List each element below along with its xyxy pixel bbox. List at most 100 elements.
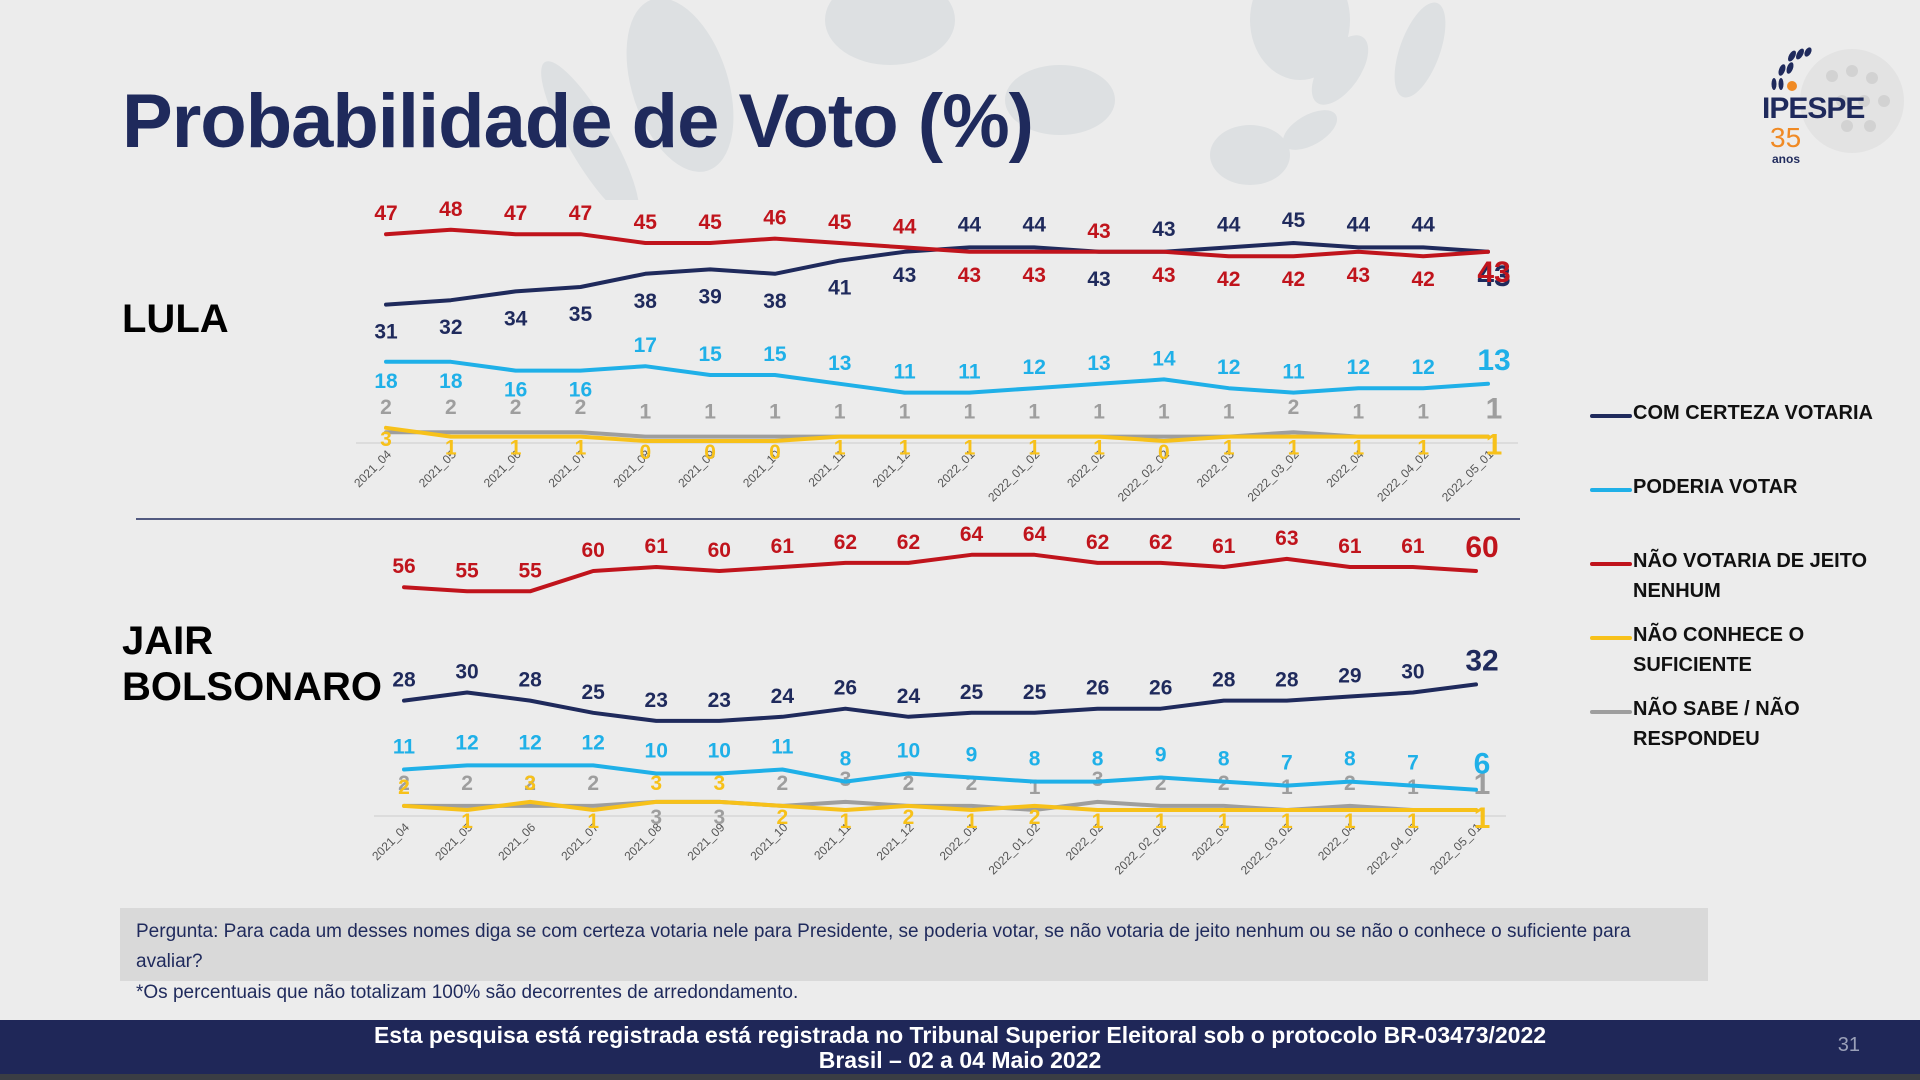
data-label-nao-votaria: 46 xyxy=(763,207,786,230)
data-label-nao-votaria: 44 xyxy=(893,215,917,238)
data-label-nao-votaria: 43 xyxy=(958,264,981,287)
data-label-com-certeza: 30 xyxy=(455,661,478,684)
data-label-nao-votaria: 61 xyxy=(771,535,795,558)
data-label-nao-conhece: 1 xyxy=(1093,437,1105,460)
data-label-com-certeza: 31 xyxy=(374,321,398,344)
data-label-nao-sabe: 2 xyxy=(966,772,978,795)
data-label-nao-sabe: 2 xyxy=(777,772,789,795)
chart-legend: COM CERTEZA VOTARIA PODERIA VOTAR NÃO VO… xyxy=(1590,398,1920,768)
data-label-nao-sabe: 1 xyxy=(769,401,781,424)
ipespe-logo-globe-icon xyxy=(1771,47,1904,153)
legend-swatch-com-certeza xyxy=(1590,414,1632,418)
series-line-nao-conhece xyxy=(384,425,1490,443)
data-label-com-certeza: 39 xyxy=(698,285,721,308)
legend-item-nao-sabe: NÃO SABE / NÃO RESPONDEU xyxy=(1590,694,1920,768)
data-label-nao-votaria: 47 xyxy=(569,202,592,225)
data-label-nao-votaria: 43 xyxy=(1477,256,1510,289)
data-label-nao-sabe: 3 xyxy=(840,768,852,791)
data-label-poderia: 8 xyxy=(1092,748,1104,771)
rounding-note: *Os percentuais que não totalizam 100% s… xyxy=(136,982,799,1003)
data-label-nao-votaria: 42 xyxy=(1282,268,1305,291)
data-label-com-certeza: 43 xyxy=(893,264,916,287)
logo-years: 35 xyxy=(1770,122,1802,153)
data-label-nao-votaria: 61 xyxy=(1401,535,1425,558)
legend-item-nao-votaria: NÃO VOTARIA DE JEITO NENHUM xyxy=(1590,546,1920,620)
data-label-nao-sabe: 2 xyxy=(1155,772,1167,795)
data-label-com-certeza: 26 xyxy=(1086,677,1109,700)
data-label-nao-votaria: 60 xyxy=(581,539,604,562)
series-line-poderia xyxy=(402,763,1478,792)
data-label-nao-conhece: 1 xyxy=(1092,810,1104,833)
data-label-poderia: 8 xyxy=(1029,748,1041,771)
data-label-poderia: 15 xyxy=(763,343,787,366)
data-label-poderia: 10 xyxy=(708,740,731,763)
data-label-poderia: 16 xyxy=(504,379,527,402)
data-label-nao-sabe: 2 xyxy=(445,396,457,419)
x-tick-label: 2021_04 xyxy=(369,820,412,863)
data-label-com-certeza: 44 xyxy=(1023,213,1047,236)
data-label-com-certeza: 38 xyxy=(634,290,658,313)
data-label-poderia: 7 xyxy=(1407,752,1419,775)
question-text: Pergunta: Para cada um desses nomes diga… xyxy=(136,921,1631,972)
data-label-com-certeza: 24 xyxy=(771,685,795,708)
data-label-nao-sabe: 1 xyxy=(704,401,716,424)
data-label-com-certeza: 26 xyxy=(1149,677,1172,700)
data-label-nao-sabe: 2 xyxy=(524,772,536,795)
x-tick-label: 2021_04 xyxy=(351,447,394,490)
data-label-nao-conhece: 2 xyxy=(398,776,410,799)
data-label-nao-votaria: 62 xyxy=(1086,531,1109,554)
data-label-nao-votaria: 55 xyxy=(455,559,479,582)
data-label-nao-conhece: 1 xyxy=(445,437,457,460)
logo-years-label: anos xyxy=(1772,152,1801,166)
data-label-poderia: 7 xyxy=(1281,752,1293,775)
data-label-nao-conhece: 2 xyxy=(1029,806,1041,829)
data-label-com-certeza: 32 xyxy=(439,316,462,339)
data-label-com-certeza: 44 xyxy=(1217,213,1241,236)
series-line-com-certeza xyxy=(402,682,1478,723)
data-label-poderia: 12 xyxy=(1411,356,1434,379)
data-label-poderia: 12 xyxy=(518,731,541,754)
data-label-com-certeza: 30 xyxy=(1401,661,1424,684)
data-label-nao-sabe: 2 xyxy=(510,396,522,419)
data-label-nao-votaria: 45 xyxy=(634,211,658,234)
data-label-nao-conhece: 1 xyxy=(587,810,599,833)
legend-swatch-poderia xyxy=(1590,488,1632,492)
legend-item-nao-conhece: NÃO CONHECE O SUFICIENTE xyxy=(1590,620,1920,694)
data-label-com-certeza: 32 xyxy=(1465,644,1498,677)
data-label-nao-sabe: 1 xyxy=(1223,401,1235,424)
data-label-poderia: 14 xyxy=(1152,347,1176,370)
legend-item-poderia: PODERIA VOTAR xyxy=(1590,472,1920,546)
data-label-poderia: 15 xyxy=(698,343,722,366)
data-label-nao-votaria: 47 xyxy=(374,202,397,225)
data-label-nao-votaria: 48 xyxy=(439,198,463,221)
data-label-com-certeza: 44 xyxy=(958,213,982,236)
data-label-nao-conhece: 1 xyxy=(1407,810,1419,833)
data-label-poderia: 11 xyxy=(393,735,416,758)
data-label-nao-sabe: 1 xyxy=(1353,401,1365,424)
data-label-poderia: 9 xyxy=(966,744,978,767)
data-label-nao-conhece: 1 xyxy=(966,810,978,833)
data-label-nao-sabe: 2 xyxy=(903,772,915,795)
data-label-nao-conhece: 1 xyxy=(1353,437,1365,460)
data-label-nao-conhece: 1 xyxy=(1417,437,1429,460)
footer-bar: Esta pesquisa está registrada está regis… xyxy=(0,1020,1920,1074)
data-label-nao-conhece: 1 xyxy=(510,437,522,460)
data-label-poderia: 12 xyxy=(1217,356,1240,379)
x-tick-label: 2021_06 xyxy=(495,820,538,863)
data-label-poderia: 13 xyxy=(1087,352,1110,375)
data-label-nao-conhece: 1 xyxy=(1155,810,1167,833)
data-label-nao-conhece: 1 xyxy=(1486,429,1503,462)
data-label-nao-sabe: 1 xyxy=(639,401,651,424)
data-label-poderia: 12 xyxy=(1023,356,1046,379)
data-label-nao-conhece: 1 xyxy=(840,810,852,833)
legend-item-com-certeza: COM CERTEZA VOTARIA xyxy=(1590,398,1920,472)
data-label-nao-conhece: 1 xyxy=(1028,437,1040,460)
bolsonaro-chart-panel: 2021_04 2021_05 2021_06 2021_07 2021_08 2021_… xyxy=(369,523,1506,877)
legend-label: COM CERTEZA VOTARIA xyxy=(1633,402,1873,424)
data-label-nao-votaria: 47 xyxy=(504,202,527,225)
data-label-com-certeza: 25 xyxy=(581,681,605,704)
legend-swatch-nao-votaria xyxy=(1590,562,1632,566)
data-label-nao-conhece: 1 xyxy=(899,437,911,460)
data-label-poderia: 11 xyxy=(958,361,981,384)
data-label-poderia: 17 xyxy=(634,334,657,357)
